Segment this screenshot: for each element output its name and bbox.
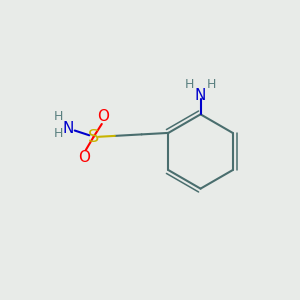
Text: O: O bbox=[97, 110, 109, 124]
Text: H: H bbox=[207, 78, 217, 91]
Text: N: N bbox=[62, 121, 74, 136]
Text: H: H bbox=[184, 78, 194, 91]
Text: N: N bbox=[195, 88, 206, 103]
Text: S: S bbox=[88, 128, 99, 146]
Text: H: H bbox=[54, 127, 63, 140]
Text: H: H bbox=[54, 110, 63, 123]
Text: O: O bbox=[79, 150, 91, 165]
